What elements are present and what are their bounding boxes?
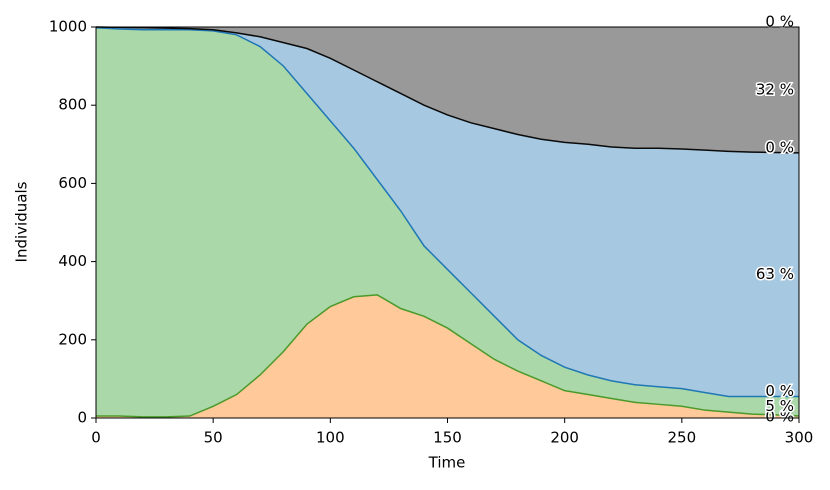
share-label: 5 % bbox=[765, 397, 794, 415]
edge-label: 0 % bbox=[765, 382, 794, 400]
share-label: 0 % bbox=[765, 408, 794, 426]
x-axis-label: Time bbox=[428, 454, 466, 472]
area-edge bbox=[96, 294, 800, 418]
y-tick-label: 800 bbox=[58, 96, 87, 114]
x-tick-label: 200 bbox=[550, 429, 579, 447]
area bbox=[96, 27, 799, 397]
area-edge bbox=[95, 26, 800, 154]
edge-label: 0 % bbox=[765, 138, 794, 156]
area bbox=[96, 27, 799, 153]
y-tick-label: 0 bbox=[77, 409, 87, 427]
x-tick-label: 50 bbox=[204, 429, 223, 447]
area-edge bbox=[95, 27, 799, 398]
y-tick-label: 600 bbox=[58, 174, 87, 192]
x-tick-label: 150 bbox=[433, 429, 462, 447]
area bbox=[96, 294, 799, 418]
edge-label: 0 % bbox=[765, 13, 794, 31]
x-tick-label: 300 bbox=[785, 429, 814, 447]
share-label: 32 % bbox=[756, 80, 794, 98]
x-tick-label: 100 bbox=[316, 429, 345, 447]
y-tick-label: 200 bbox=[58, 330, 87, 348]
x-tick-label: 250 bbox=[668, 429, 697, 447]
y-tick-label: 1000 bbox=[49, 18, 87, 36]
area bbox=[96, 27, 799, 417]
y-tick-label: 400 bbox=[58, 252, 87, 270]
share-label: 63 % bbox=[756, 265, 794, 283]
y-axis-label: Individuals bbox=[13, 181, 31, 262]
x-tick-label: 0 bbox=[91, 429, 101, 447]
